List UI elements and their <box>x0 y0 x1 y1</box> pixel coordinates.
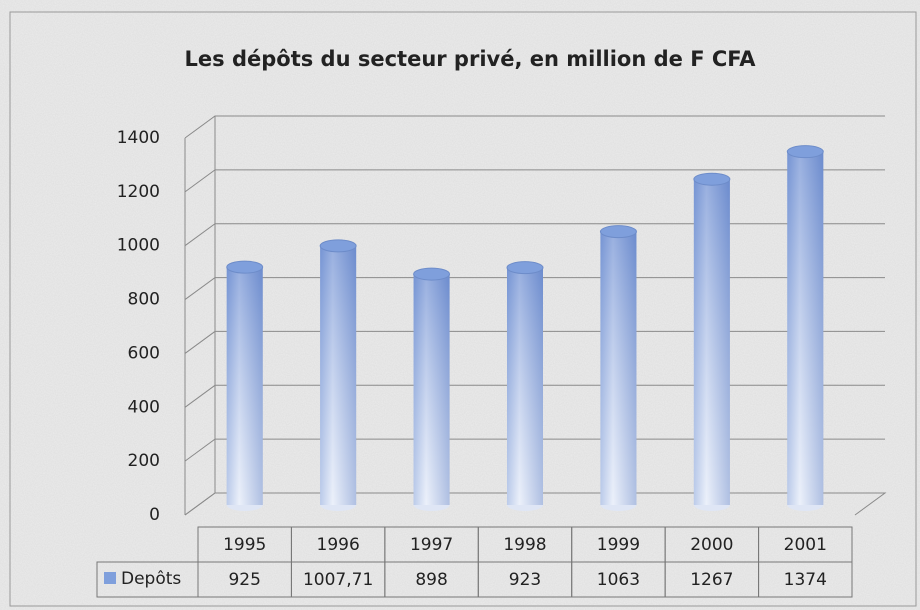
chart-border <box>9 11 917 607</box>
data-label: 1007,71 <box>303 570 373 590</box>
cylinder-top <box>226 260 264 274</box>
y-tick-label: 1400 <box>117 128 160 148</box>
data-label: 898 <box>415 570 447 590</box>
y-tick-label: 800 <box>128 290 160 310</box>
data-label: 925 <box>228 570 260 590</box>
cylinder-top <box>599 225 637 239</box>
bar-shade <box>413 274 450 505</box>
x-tick-label: 1995 <box>223 535 266 555</box>
x-tick-label: 1997 <box>410 535 453 555</box>
cylinder-top <box>786 145 824 159</box>
cylinder-top <box>693 172 731 186</box>
grid-line <box>184 115 885 139</box>
x-tick-label: 1996 <box>317 535 360 555</box>
bar-shade <box>226 267 263 505</box>
cylinder-top <box>506 261 544 275</box>
data-label: 1374 <box>784 570 827 590</box>
x-tick-label: 1998 <box>503 535 546 555</box>
bar-shade <box>600 231 637 505</box>
x-tick-label: 1999 <box>597 535 640 555</box>
y-tick-label: 200 <box>128 451 160 471</box>
y-tick-label: 1000 <box>117 236 160 256</box>
chart-title: Les dépôts du secteur privé, en million … <box>185 47 757 71</box>
bar-shade <box>320 245 357 505</box>
grid-line <box>184 384 885 408</box>
data-label: 1267 <box>690 570 733 590</box>
grid-line <box>184 438 885 462</box>
bar-shade <box>693 179 730 505</box>
y-tick-label: 600 <box>128 343 160 363</box>
legend-swatch <box>104 572 116 584</box>
grid-line <box>184 492 887 516</box>
y-tick-label: 1200 <box>117 182 160 202</box>
y-tick-label: 0 <box>149 505 160 525</box>
cylinder-top <box>319 239 357 253</box>
y-tick-label: 400 <box>128 397 160 417</box>
grid-line <box>184 223 885 247</box>
bar-shade <box>787 151 824 505</box>
grid-line <box>184 330 885 354</box>
grid-line <box>184 169 885 193</box>
bar-shade <box>507 267 543 505</box>
data-label: 923 <box>509 570 541 590</box>
x-tick-label: 2000 <box>690 535 733 555</box>
cylinder-top <box>413 267 451 281</box>
table-cell <box>758 561 853 598</box>
legend-label: Depôts <box>121 569 181 589</box>
data-label: 1063 <box>597 570 640 590</box>
x-tick-label: 2001 <box>784 535 827 555</box>
table-cell <box>96 561 199 598</box>
grid-line <box>184 277 885 300</box>
